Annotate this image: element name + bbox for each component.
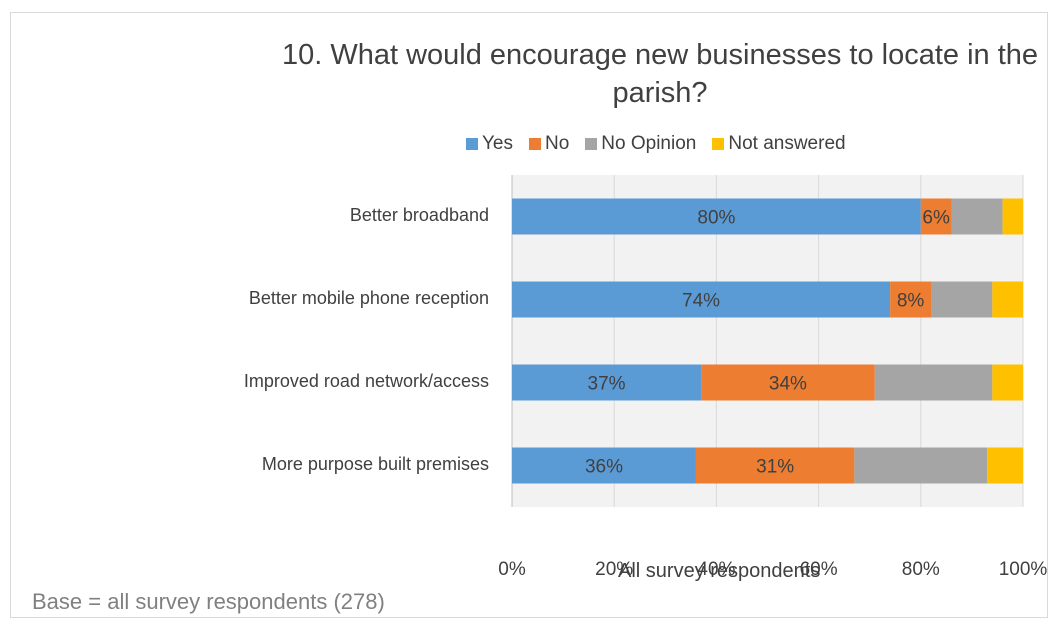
legend-swatch	[712, 138, 725, 150]
bar-not-answered	[992, 281, 1023, 318]
chart-title: 10. What would encourage new businesses …	[281, 39, 1039, 109]
category-label: Better mobile phone reception	[248, 287, 489, 308]
legend-label: Not answered	[728, 133, 846, 154]
legend-label: No	[545, 133, 570, 154]
bar-yes	[512, 364, 702, 401]
category-label: Better broadband	[349, 204, 489, 225]
legend-item: No Opinion	[585, 133, 696, 155]
legend-item: Not answered	[712, 133, 846, 155]
data-label: 34%	[769, 374, 807, 395]
data-label: 37%	[588, 374, 626, 395]
legend-swatch	[529, 138, 541, 150]
bar-not-answered	[992, 364, 1023, 401]
bar-no-opinion	[874, 364, 993, 401]
x-tick-label: 20%	[595, 559, 633, 580]
data-label: 80%	[697, 208, 735, 229]
x-tick-label: 100%	[999, 559, 1048, 580]
bar-yes	[512, 198, 921, 235]
legend-swatch	[585, 138, 598, 150]
x-tick-label: 60%	[800, 559, 838, 580]
legend-label: No Opinion	[601, 133, 697, 154]
x-tick-label: 0%	[498, 559, 526, 580]
data-label: 8%	[897, 291, 925, 312]
bar-no-opinion	[951, 198, 1003, 235]
bar-no-opinion	[854, 447, 988, 484]
data-label: 36%	[585, 457, 623, 478]
legend-item: No	[529, 133, 569, 155]
bar-no-opinion	[931, 281, 993, 318]
bar-no	[695, 447, 855, 484]
bar-yes	[512, 447, 696, 484]
legend: Yes No No Opinion Not answered	[466, 133, 862, 155]
data-label: 6%	[922, 208, 950, 229]
bar-not-answered	[1002, 198, 1023, 235]
bar-no	[920, 198, 952, 235]
bar-no	[701, 364, 875, 401]
data-label: 74%	[682, 291, 720, 312]
x-axis-title: All survey respondents	[618, 560, 821, 582]
legend-item: Yes	[466, 133, 513, 155]
legend-label: Yes	[482, 133, 513, 154]
x-tick-label: 40%	[697, 559, 735, 580]
bar-not-answered	[987, 447, 1023, 484]
category-label: More purpose built premises	[261, 453, 489, 474]
bar-no	[890, 281, 932, 318]
category-label: Improved road network/access	[243, 370, 489, 391]
x-tick-label: 80%	[902, 559, 940, 580]
base-footnote: Base = all survey respondents (278)	[32, 589, 385, 614]
data-label: 31%	[756, 457, 794, 478]
legend-swatch	[466, 138, 478, 150]
bar-yes	[512, 281, 891, 318]
